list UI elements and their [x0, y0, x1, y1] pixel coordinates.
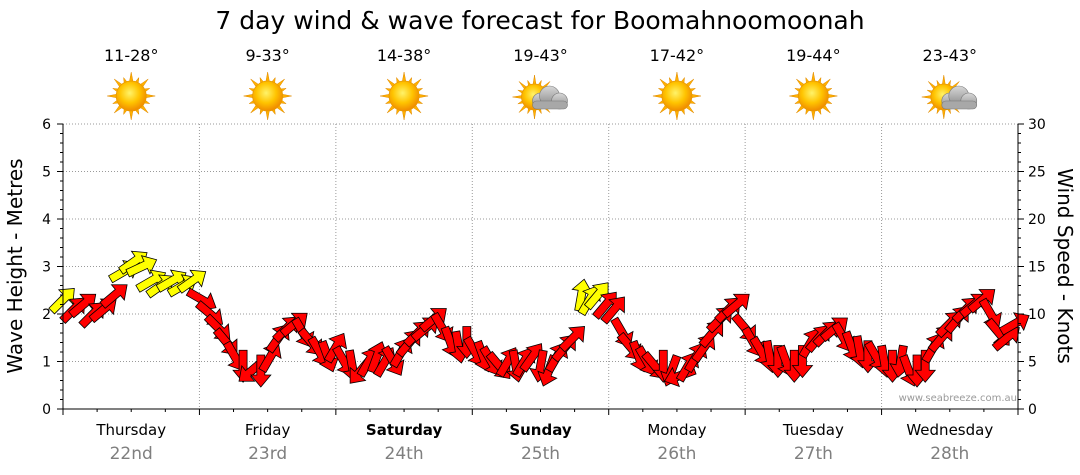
- day-name-label: Wednesday: [906, 421, 993, 439]
- day-temperature-range: 11-28°: [104, 46, 159, 65]
- day-name-label: Thursday: [95, 421, 166, 439]
- day-name-label: Monday: [647, 421, 706, 439]
- partly-cloudy-icon: [921, 74, 978, 120]
- wind-arrow: [176, 269, 207, 294]
- axes: 0 1 2 3 4 5 6 0 5 10 15 20 25 30 Thursday 22nd Friday 23r…: [42, 117, 1046, 464]
- right-tick-label: 20: [1028, 212, 1046, 228]
- wind-arrow: [998, 312, 1030, 336]
- sunny-icon: [652, 71, 701, 121]
- sun-disc: [252, 80, 284, 112]
- day-temperature-range: 23-43°: [923, 46, 978, 65]
- day-date-label: 26th: [657, 444, 696, 464]
- day-date-label: 24th: [385, 444, 424, 464]
- left-tick-label: 6: [42, 117, 51, 133]
- wind-arrow: [583, 282, 609, 311]
- right-tick-label: 10: [1028, 307, 1046, 323]
- left-tick-label: 5: [42, 165, 51, 181]
- sunny-icon: [380, 71, 429, 121]
- left-axis-label: Wave Height - Metres: [3, 158, 27, 373]
- wind-arrow: [791, 345, 814, 379]
- right-tick-label: 25: [1028, 165, 1046, 181]
- cloud-base: [532, 100, 568, 110]
- wind-arrow: [558, 325, 585, 353]
- day-date-label: 23rd: [248, 444, 287, 464]
- daily-forecast-headers: 11-28° 9-33° 14-38° 19-43° 17-42° 19-44° 23-43…: [104, 46, 978, 121]
- day-temperature-range: 9-33°: [245, 46, 289, 65]
- day-name-label: Saturday: [366, 421, 443, 439]
- wind-arrow: [600, 296, 625, 325]
- day-name-label: Sunday: [509, 421, 572, 439]
- cloud-base: [941, 100, 978, 110]
- sunny-icon: [789, 71, 838, 121]
- wind-arrow: [125, 255, 158, 278]
- day-name-label: Friday: [245, 421, 291, 439]
- wind-arrow: [155, 269, 187, 293]
- day-date-label: 25th: [521, 444, 560, 464]
- day-temperature-range: 17-42°: [650, 46, 705, 65]
- wind-arrow: [258, 342, 282, 374]
- right-tick-label: 0: [1028, 402, 1037, 418]
- left-tick-label: 2: [42, 307, 51, 323]
- chart-title: 7 day wind & wave forecast for Boomahnoo…: [215, 6, 864, 35]
- grid-lines: [63, 123, 1018, 409]
- left-tick-label: 0: [42, 402, 51, 418]
- day-temperature-range: 19-44°: [786, 46, 841, 65]
- wind-arrow: [914, 349, 937, 383]
- day-date-label: 27th: [794, 444, 833, 464]
- right-tick-label: 5: [1028, 355, 1037, 371]
- sunny-icon: [243, 71, 292, 121]
- wind-arrow: [721, 293, 750, 319]
- left-tick-label: 1: [42, 355, 51, 371]
- right-tick-label: 15: [1028, 260, 1046, 276]
- right-tick-label: 30: [1028, 117, 1046, 133]
- left-tick-label: 4: [42, 212, 51, 228]
- wind-arrow: [249, 354, 272, 388]
- sun-disc: [388, 80, 420, 112]
- watermark: www.seabreeze.com.au: [899, 393, 1017, 404]
- sun-disc: [797, 80, 829, 112]
- right-axis-label: Wind Speed - Knots: [1053, 168, 1077, 364]
- day-date-label: 28th: [930, 444, 969, 464]
- day-temperature-range: 19-43°: [513, 46, 568, 65]
- wind-arrow-series: [48, 250, 1030, 388]
- left-tick-label: 3: [42, 260, 51, 276]
- wind-arrow: [68, 293, 97, 319]
- wind-arrow: [48, 287, 75, 315]
- day-date-label: 22nd: [110, 444, 153, 464]
- partly-cloudy-icon: [512, 74, 568, 120]
- day-temperature-range: 14-38°: [377, 46, 432, 65]
- sun-disc: [661, 80, 693, 112]
- day-name-label: Tuesday: [782, 421, 844, 439]
- sun-disc: [115, 80, 147, 112]
- sunny-icon: [107, 71, 156, 121]
- wind-arrow: [99, 284, 128, 309]
